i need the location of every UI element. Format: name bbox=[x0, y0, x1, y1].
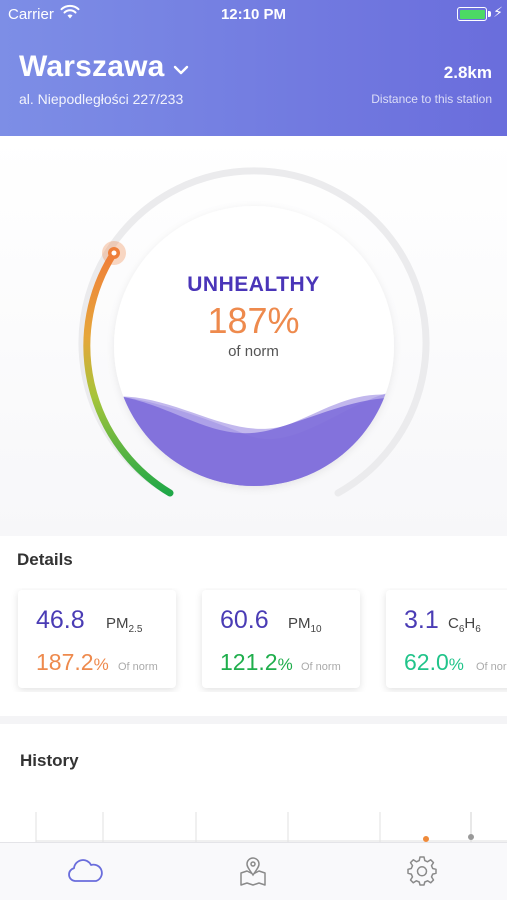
history-point bbox=[468, 834, 474, 840]
pm10-card[interactable]: 60.6 PM10 121.2% Of norm bbox=[202, 590, 360, 688]
battery-cap bbox=[488, 11, 491, 17]
gauge-track bbox=[78, 167, 430, 497]
benzene-card[interactable]: 3.1 C6H6 62.0% Of norm bbox=[386, 590, 507, 688]
charging-icon: ⚡ bbox=[493, 4, 503, 20]
chevron-down-icon bbox=[173, 65, 188, 75]
gear-icon bbox=[407, 856, 437, 886]
map-icon bbox=[240, 857, 266, 886]
of-norm-label: of norm bbox=[228, 343, 279, 360]
header: Carrier 12:10 PM ⚡ Warszawa al. Niepodle… bbox=[0, 0, 507, 136]
wifi-icon bbox=[60, 4, 80, 19]
pm10-value: 60.6 bbox=[220, 606, 269, 634]
pm25-card[interactable]: 46.8 PM2.5 187.2% Of norm bbox=[18, 590, 176, 688]
pm25-value: 46.8 bbox=[36, 606, 85, 634]
history-point bbox=[423, 836, 429, 842]
benzene-norm-label: Of norm bbox=[476, 661, 507, 673]
air-quality-gauge bbox=[78, 167, 430, 497]
station-address: al. Niepodległości 227/233 bbox=[19, 91, 184, 107]
gauge-section: UNHEALTHY 187% of norm bbox=[0, 136, 507, 536]
pm25-percent: 187.2% bbox=[36, 649, 109, 675]
city-name: Warszawa bbox=[19, 50, 165, 83]
pm10-percent: 121.2% bbox=[220, 649, 293, 675]
details-title: Details bbox=[17, 550, 73, 569]
benzene-percent: 62.0% bbox=[404, 649, 464, 675]
benzene-name: C6H6 bbox=[448, 615, 481, 635]
distance-label: Distance to this station bbox=[371, 92, 492, 106]
tab-settings[interactable] bbox=[402, 853, 442, 889]
pm25-norm-label: Of norm bbox=[118, 661, 158, 673]
status-time: 12:10 PM bbox=[220, 6, 287, 23]
city-selector[interactable]: Warszawa bbox=[19, 50, 189, 84]
station-distance: 2.8km bbox=[443, 63, 492, 82]
pm10-norm-label: Of norm bbox=[301, 661, 341, 673]
tab-air-quality[interactable] bbox=[65, 853, 105, 889]
status-bar: Carrier 12:10 PM ⚡ bbox=[0, 0, 507, 28]
cloud-icon bbox=[68, 859, 103, 882]
gauge-level-arc bbox=[83, 249, 174, 497]
tab-bar bbox=[0, 842, 507, 900]
history-chart[interactable] bbox=[0, 808, 507, 842]
carrier-label: Carrier bbox=[8, 6, 54, 23]
norm-percentage: 187% bbox=[207, 300, 300, 341]
history-title: History bbox=[20, 751, 79, 770]
benzene-value: 3.1 bbox=[404, 606, 439, 634]
section-divider bbox=[0, 716, 507, 724]
air-quality-label: UNHEALTHY bbox=[187, 273, 320, 296]
pm25-name: PM2.5 bbox=[106, 615, 143, 635]
battery-icon bbox=[457, 7, 487, 21]
details-cards[interactable]: 46.8 PM2.5 187.2% Of norm 60.6 PM10 121.… bbox=[0, 588, 507, 692]
tab-map[interactable] bbox=[233, 853, 273, 889]
pm10-name: PM10 bbox=[288, 615, 322, 635]
